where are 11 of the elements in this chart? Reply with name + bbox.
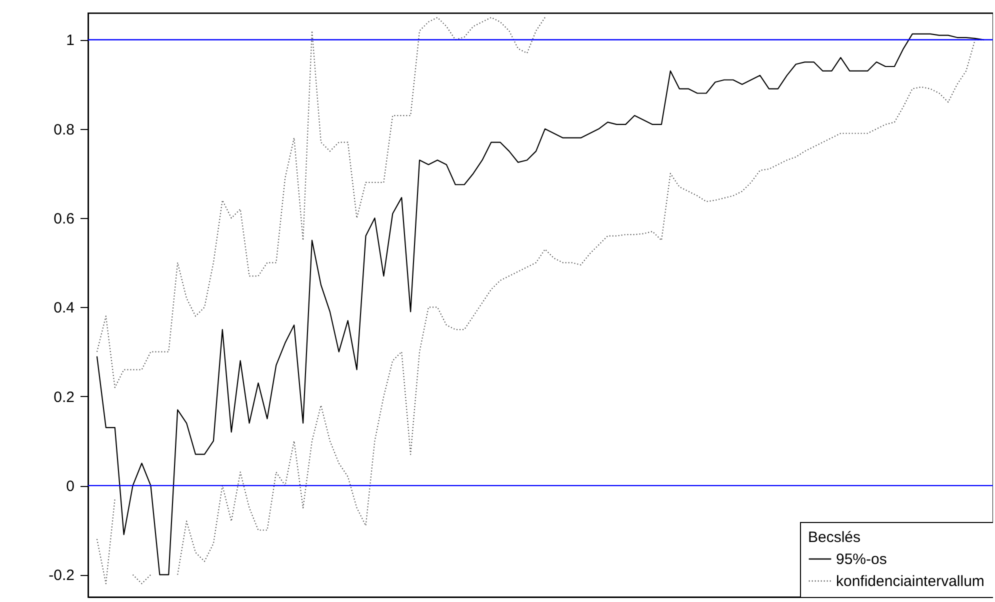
y-tick-label: -0.2 xyxy=(48,567,74,584)
legend-label: 95%-os xyxy=(836,551,887,568)
y-tick-label: 0.2 xyxy=(54,388,74,406)
y-tick-label: 0 xyxy=(66,478,74,496)
y-tick-label: 0.8 xyxy=(54,121,74,138)
legend-label: konfidenciaintervallum xyxy=(836,573,984,590)
y-tick-label: 0.6 xyxy=(54,210,74,228)
y-tick-label: 0.4 xyxy=(54,300,74,317)
y-tick-label: 1 xyxy=(66,32,74,50)
line-series xyxy=(96,16,546,388)
legend-title: Becslés xyxy=(808,529,861,546)
